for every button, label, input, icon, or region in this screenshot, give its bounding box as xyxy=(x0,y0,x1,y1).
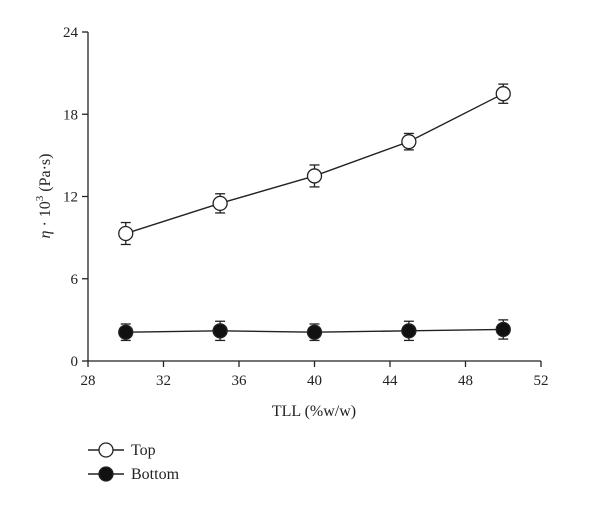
x-axis-label: TLL (%w/w) xyxy=(272,403,356,420)
y-tick-label: 12 xyxy=(63,190,78,206)
x-tick-label: 36 xyxy=(232,373,248,389)
x-tick-label: 40 xyxy=(307,373,322,389)
data-point xyxy=(118,225,134,242)
data-point xyxy=(495,86,511,102)
ticks: 28 32 36 40 44 48 52 0 6 12 18 24 xyxy=(63,25,549,389)
series-line xyxy=(125,93,504,235)
series-bottom xyxy=(118,319,511,342)
legend-label: Bottom xyxy=(131,466,180,483)
legend-label: Top xyxy=(131,442,156,459)
y-tick-label: 24 xyxy=(63,25,79,41)
axes xyxy=(87,32,541,362)
legend: Top Bottom xyxy=(88,442,180,483)
y-axis-symbol: η xyxy=(37,230,54,238)
legend-marker xyxy=(98,466,114,482)
legend-marker xyxy=(98,442,114,458)
y-axis-unit: (Pa·s) xyxy=(37,154,54,196)
data-point xyxy=(306,324,323,340)
x-tick-label: 52 xyxy=(534,373,549,389)
y-tick-label: 18 xyxy=(63,107,78,123)
y-axis-label: η · 103 (Pa·s) xyxy=(34,154,54,239)
y-axis-exponent: 3 xyxy=(34,195,46,201)
x-tick-label: 32 xyxy=(156,373,171,389)
data-point xyxy=(495,321,511,338)
series-layer xyxy=(118,83,511,342)
y-tick-label: 0 xyxy=(71,354,79,370)
y-axis-multiplier: · 10 xyxy=(37,201,54,230)
data-point xyxy=(212,195,228,212)
legend-item: Bottom xyxy=(88,466,180,483)
data-point xyxy=(401,323,417,339)
data-point xyxy=(401,134,417,150)
x-tick-label: 44 xyxy=(383,373,399,389)
data-point xyxy=(212,323,228,339)
x-tick-label: 28 xyxy=(81,373,96,389)
x-tick-label: 48 xyxy=(458,373,473,389)
legend-item: Top xyxy=(88,442,156,459)
y-tick-label: 6 xyxy=(71,272,79,288)
data-point xyxy=(306,168,323,184)
data-point xyxy=(118,324,134,340)
series-top xyxy=(118,83,511,246)
